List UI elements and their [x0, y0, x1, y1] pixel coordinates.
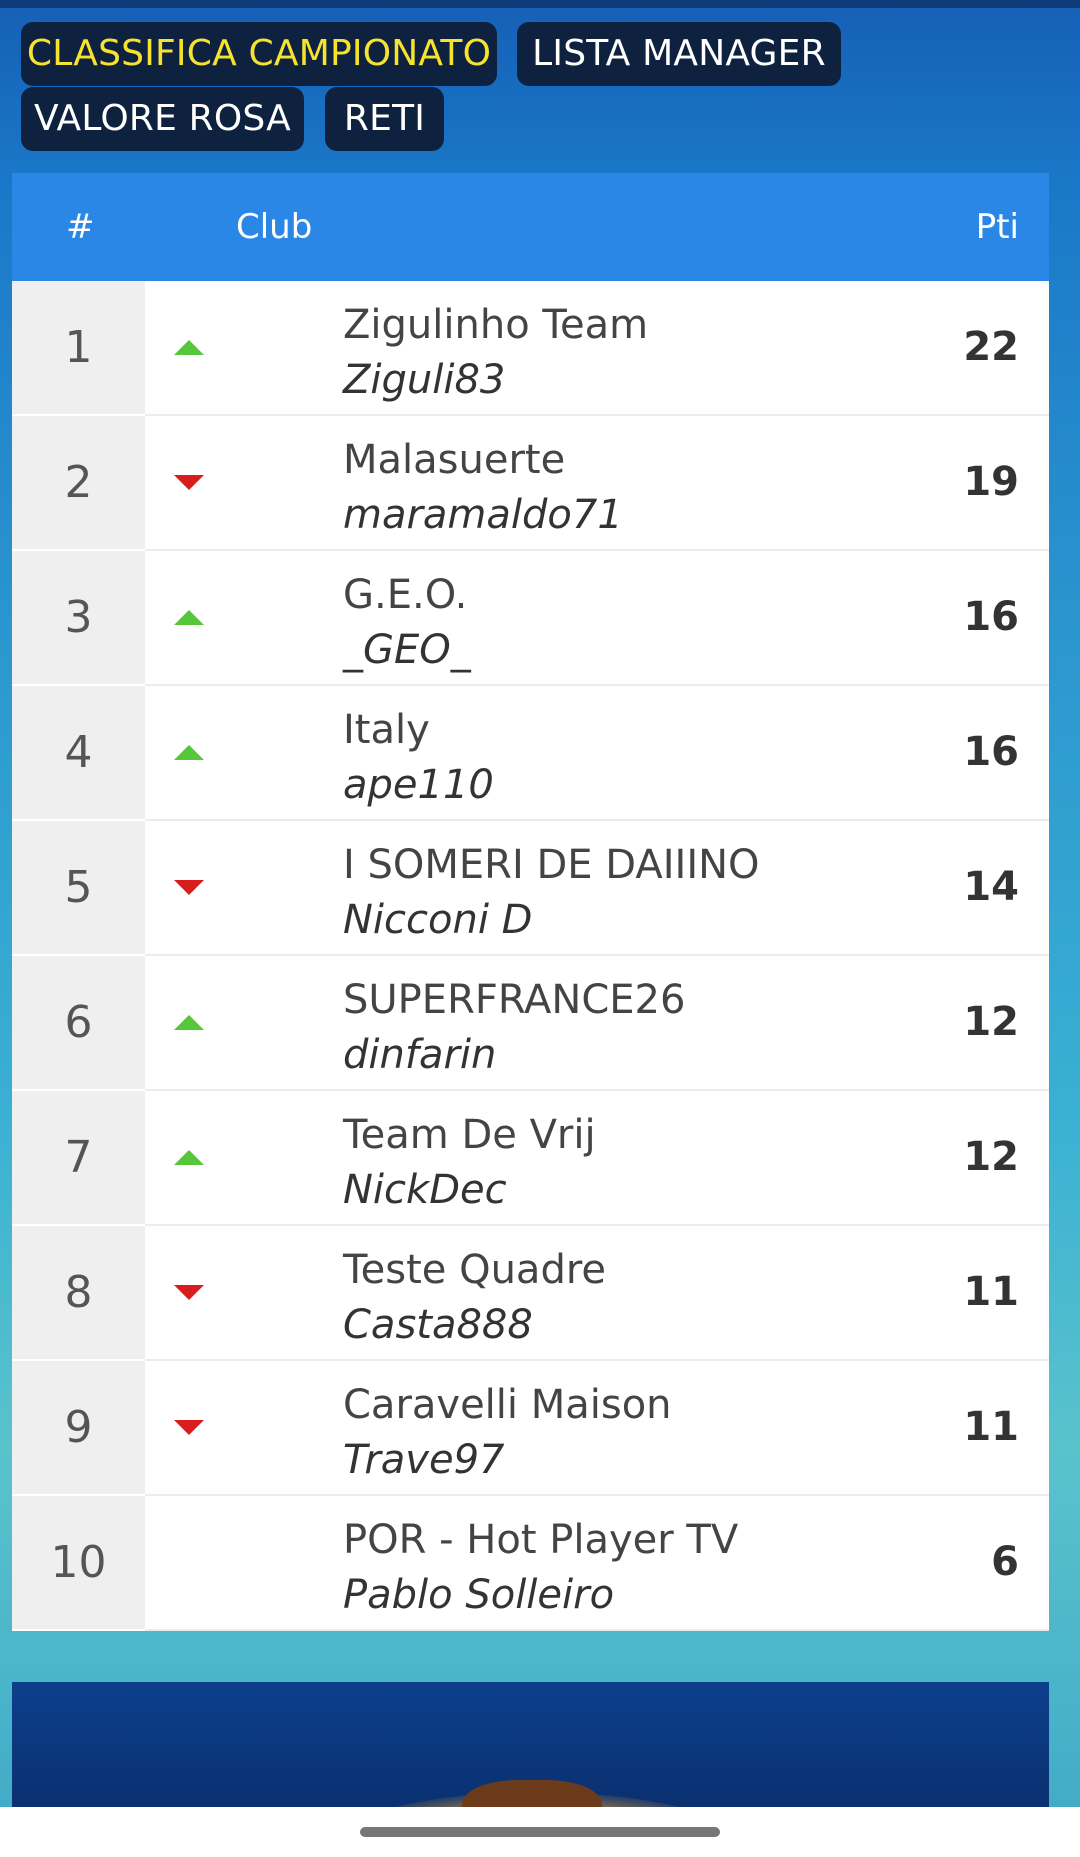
table-row[interactable]: 1 Zigulinho Team Ziguli83 22 — [12, 281, 1049, 416]
points-value: 16 — [963, 594, 1019, 640]
manager-name[interactable]: _GEO_ — [343, 627, 471, 673]
manager-name[interactable]: dinfarin — [343, 1032, 497, 1078]
rank-number: 9 — [12, 1361, 145, 1494]
row-divider — [145, 1359, 1049, 1361]
rank-number: 1 — [12, 281, 145, 414]
points-value: 14 — [963, 864, 1019, 910]
row-divider — [145, 549, 1049, 551]
table-row[interactable]: 5 I SOMERI DE DAIIINO Nicconi D 14 — [12, 821, 1049, 956]
table-row[interactable]: 6 SUPERFRANCE26 dinfarin 12 — [12, 956, 1049, 1091]
header-points: Pti — [975, 207, 1019, 247]
table-header: # Club Pti — [12, 173, 1049, 281]
rank-divider — [12, 1629, 145, 1631]
triangle-up-icon — [174, 340, 204, 355]
manager-name[interactable]: Trave97 — [343, 1437, 505, 1483]
triangle-up-icon — [174, 745, 204, 760]
table-row[interactable]: 7 Team De Vrij NickDec 12 — [12, 1091, 1049, 1226]
rank-divider — [12, 414, 145, 416]
club-name[interactable]: Teste Quadre — [343, 1247, 607, 1293]
row-divider — [145, 684, 1049, 686]
tab-valore-rosa[interactable]: VALORE ROSA — [21, 87, 304, 151]
club-name[interactable]: Caravelli Maison — [343, 1382, 672, 1428]
points-value: 12 — [963, 999, 1019, 1045]
triangle-up-icon — [174, 1015, 204, 1030]
points-value: 12 — [963, 1134, 1019, 1180]
row-divider — [145, 1494, 1049, 1496]
rank-number: 6 — [12, 956, 145, 1089]
row-divider — [145, 414, 1049, 416]
manager-name[interactable]: maramaldo71 — [343, 492, 623, 538]
triangle-up-icon — [174, 610, 204, 625]
triangle-down-icon — [174, 880, 204, 895]
club-name[interactable]: Team De Vrij — [343, 1112, 596, 1158]
rank-number: 8 — [12, 1226, 145, 1359]
manager-name[interactable]: Ziguli83 — [343, 357, 506, 403]
points-value: 16 — [963, 729, 1019, 775]
rank-divider — [12, 819, 145, 821]
tab-reti[interactable]: RETI — [325, 87, 444, 151]
row-divider — [145, 1224, 1049, 1226]
rank-divider — [12, 549, 145, 551]
rank-number: 4 — [12, 686, 145, 819]
manager-name[interactable]: NickDec — [343, 1167, 507, 1213]
manager-name[interactable]: Nicconi D — [343, 897, 533, 943]
rank-number: 5 — [12, 821, 145, 954]
rank-divider — [12, 684, 145, 686]
rank-number: 7 — [12, 1091, 145, 1224]
manager-name[interactable]: Pablo Solleiro — [343, 1572, 615, 1618]
tab-classifica-campionato[interactable]: CLASSIFICA CAMPIONATO — [21, 22, 497, 86]
club-name[interactable]: Italy — [343, 707, 430, 753]
table-row[interactable]: 8 Teste Quadre Casta888 11 — [12, 1226, 1049, 1361]
manager-name[interactable]: Casta888 — [343, 1302, 533, 1348]
standings-table: # Club Pti 1 Zigulinho Team Ziguli83 22 2 Mal… — [12, 173, 1049, 1631]
header-club: Club — [236, 207, 313, 247]
rank-divider — [12, 1494, 145, 1496]
rank-divider — [12, 1089, 145, 1091]
club-name[interactable]: Malasuerte — [343, 437, 566, 483]
table-row[interactable]: 3 G.E.O. _GEO_ 16 — [12, 551, 1049, 686]
top-edge — [0, 0, 1080, 8]
rank-divider — [12, 954, 145, 956]
club-name[interactable]: G.E.O. — [343, 572, 468, 618]
points-value: 11 — [963, 1404, 1019, 1450]
points-value: 6 — [991, 1539, 1019, 1585]
manager-name[interactable]: ape110 — [343, 762, 494, 808]
header-rank: # — [66, 207, 95, 247]
row-divider — [145, 1089, 1049, 1091]
rank-number: 10 — [12, 1496, 145, 1629]
table-row[interactable]: 9 Caravelli Maison Trave97 11 — [12, 1361, 1049, 1496]
table-row[interactable]: 4 Italy ape110 16 — [12, 686, 1049, 821]
tab-lista-manager[interactable]: LISTA MANAGER — [517, 22, 841, 86]
rank-number: 3 — [12, 551, 145, 684]
club-name[interactable]: Zigulinho Team — [343, 302, 649, 348]
table-row[interactable]: 2 Malasuerte maramaldo71 19 — [12, 416, 1049, 551]
points-value: 11 — [963, 1269, 1019, 1315]
row-divider — [145, 954, 1049, 956]
rank-number: 2 — [12, 416, 145, 549]
home-gesture-handle[interactable] — [360, 1827, 720, 1837]
triangle-down-icon — [174, 1420, 204, 1435]
table-row[interactable]: 10 POR - Hot Player TV Pablo Solleiro 6 — [12, 1496, 1049, 1631]
club-name[interactable]: I SOMERI DE DAIIINO — [343, 842, 760, 888]
triangle-up-icon — [174, 1150, 204, 1165]
row-divider — [145, 819, 1049, 821]
club-name[interactable]: SUPERFRANCE26 — [343, 977, 686, 1023]
points-value: 22 — [963, 324, 1019, 370]
rank-divider — [12, 1224, 145, 1226]
triangle-down-icon — [174, 1285, 204, 1300]
triangle-down-icon — [174, 475, 204, 490]
points-value: 19 — [963, 459, 1019, 505]
rank-divider — [12, 1359, 145, 1361]
row-divider — [145, 1629, 1049, 1631]
club-name[interactable]: POR - Hot Player TV — [343, 1517, 739, 1563]
